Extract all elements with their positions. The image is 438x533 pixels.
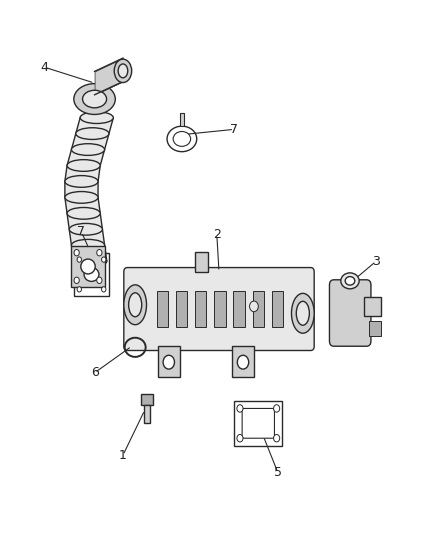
Ellipse shape (84, 268, 99, 281)
Circle shape (163, 356, 174, 369)
Bar (71, 246, 105, 287)
Ellipse shape (74, 84, 115, 115)
Ellipse shape (71, 144, 105, 156)
Bar (195, 252, 208, 272)
Ellipse shape (67, 207, 100, 219)
Text: 7: 7 (78, 225, 85, 238)
Bar (369, 321, 381, 336)
Ellipse shape (291, 293, 314, 333)
Bar (141, 394, 153, 405)
Text: 4: 4 (40, 61, 48, 74)
Ellipse shape (65, 175, 98, 187)
Text: 7: 7 (230, 123, 238, 136)
Circle shape (102, 257, 106, 262)
Circle shape (237, 356, 249, 369)
Circle shape (74, 249, 79, 256)
Ellipse shape (69, 223, 102, 235)
Bar (234, 401, 283, 446)
Bar (180, 114, 184, 126)
Bar (158, 346, 180, 377)
Circle shape (74, 277, 79, 284)
FancyBboxPatch shape (242, 408, 275, 438)
FancyBboxPatch shape (329, 280, 371, 346)
Circle shape (77, 287, 81, 292)
Circle shape (97, 249, 102, 256)
Ellipse shape (345, 277, 355, 285)
Ellipse shape (341, 273, 359, 289)
Circle shape (274, 434, 280, 442)
Text: 6: 6 (91, 366, 99, 379)
Ellipse shape (81, 259, 95, 274)
Bar (232, 346, 254, 377)
Ellipse shape (296, 301, 309, 325)
Ellipse shape (129, 293, 142, 317)
Text: 1: 1 (119, 449, 127, 462)
Text: 5: 5 (274, 466, 282, 479)
Circle shape (237, 434, 243, 442)
Bar (176, 292, 187, 327)
Bar (253, 292, 264, 327)
Ellipse shape (76, 128, 109, 140)
Ellipse shape (74, 255, 107, 267)
Circle shape (77, 257, 81, 262)
Ellipse shape (118, 64, 128, 78)
Ellipse shape (82, 90, 106, 108)
Circle shape (274, 405, 280, 412)
Polygon shape (65, 118, 113, 261)
Circle shape (250, 301, 258, 312)
Bar (272, 292, 283, 327)
Text: 3: 3 (372, 255, 380, 268)
Ellipse shape (65, 191, 98, 203)
Ellipse shape (67, 160, 100, 171)
Circle shape (97, 277, 102, 284)
Bar (74, 253, 109, 296)
FancyBboxPatch shape (124, 268, 314, 351)
Ellipse shape (71, 239, 105, 251)
Circle shape (237, 405, 243, 412)
Ellipse shape (173, 132, 191, 147)
Ellipse shape (114, 59, 132, 83)
Bar (156, 292, 168, 327)
Bar (144, 405, 150, 423)
Bar (195, 292, 206, 327)
Bar (214, 292, 226, 327)
Text: 2: 2 (213, 228, 221, 241)
Circle shape (102, 287, 106, 292)
Ellipse shape (80, 112, 113, 124)
Bar (233, 292, 245, 327)
Bar (364, 297, 381, 316)
Ellipse shape (124, 285, 147, 325)
